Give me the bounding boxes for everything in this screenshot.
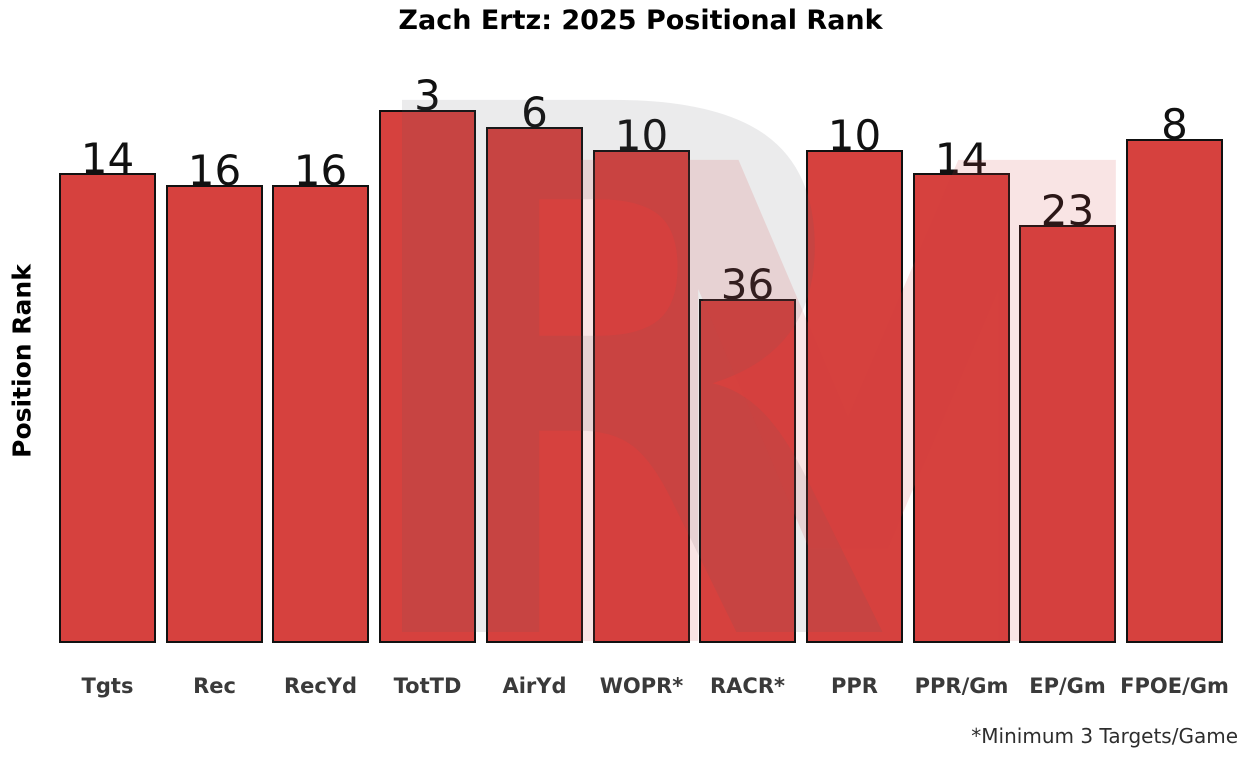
x-tick-label-WOPR*: WOPR* (599, 674, 684, 698)
bar-PPR/Gm (913, 173, 1010, 643)
bar-Tgts (59, 173, 156, 643)
bar-value-label: 16 (293, 146, 348, 195)
x-tick-label-PPR/Gm: PPR/Gm (914, 674, 1009, 698)
bar-EP/Gm (1019, 225, 1116, 643)
bar-value-label: 10 (827, 111, 882, 160)
x-tick-label-AirYd: AirYd (502, 674, 567, 698)
bar-value-label: 36 (720, 260, 775, 309)
bar-FPOE/Gm (1126, 139, 1223, 643)
x-tick-label-RACR*: RACR* (710, 674, 785, 698)
bar-value-label: 10 (614, 111, 669, 160)
bar-value-label: 23 (1040, 186, 1095, 235)
x-tick-label-PPR: PPR (831, 674, 878, 698)
bar-value-label: 16 (187, 146, 242, 195)
bar-value-label: 6 (521, 88, 548, 137)
x-tick-label-FPOE/Gm: FPOE/Gm (1120, 674, 1229, 698)
x-tick-label-TotTD: TotTD (393, 674, 462, 698)
bar-value-label: 8 (1161, 100, 1188, 149)
x-tick-label-Rec: Rec (193, 674, 236, 698)
bar-TotTD (379, 110, 476, 643)
bar-Rec (166, 185, 263, 643)
bar-RecYd (272, 185, 369, 643)
x-tick-label-Tgts: Tgts (81, 674, 134, 698)
bar-AirYd (486, 127, 583, 643)
bar-value-label: 14 (80, 134, 135, 183)
bar-WOPR* (593, 150, 690, 643)
bar-PPR (806, 150, 903, 643)
x-tick-label-EP/Gm: EP/Gm (1029, 674, 1106, 698)
bar-value-label: 3 (414, 71, 441, 120)
x-tick-label-RecYd: RecYd (283, 674, 358, 698)
bar-RACR* (699, 299, 796, 643)
bar-value-label: 14 (934, 134, 989, 183)
